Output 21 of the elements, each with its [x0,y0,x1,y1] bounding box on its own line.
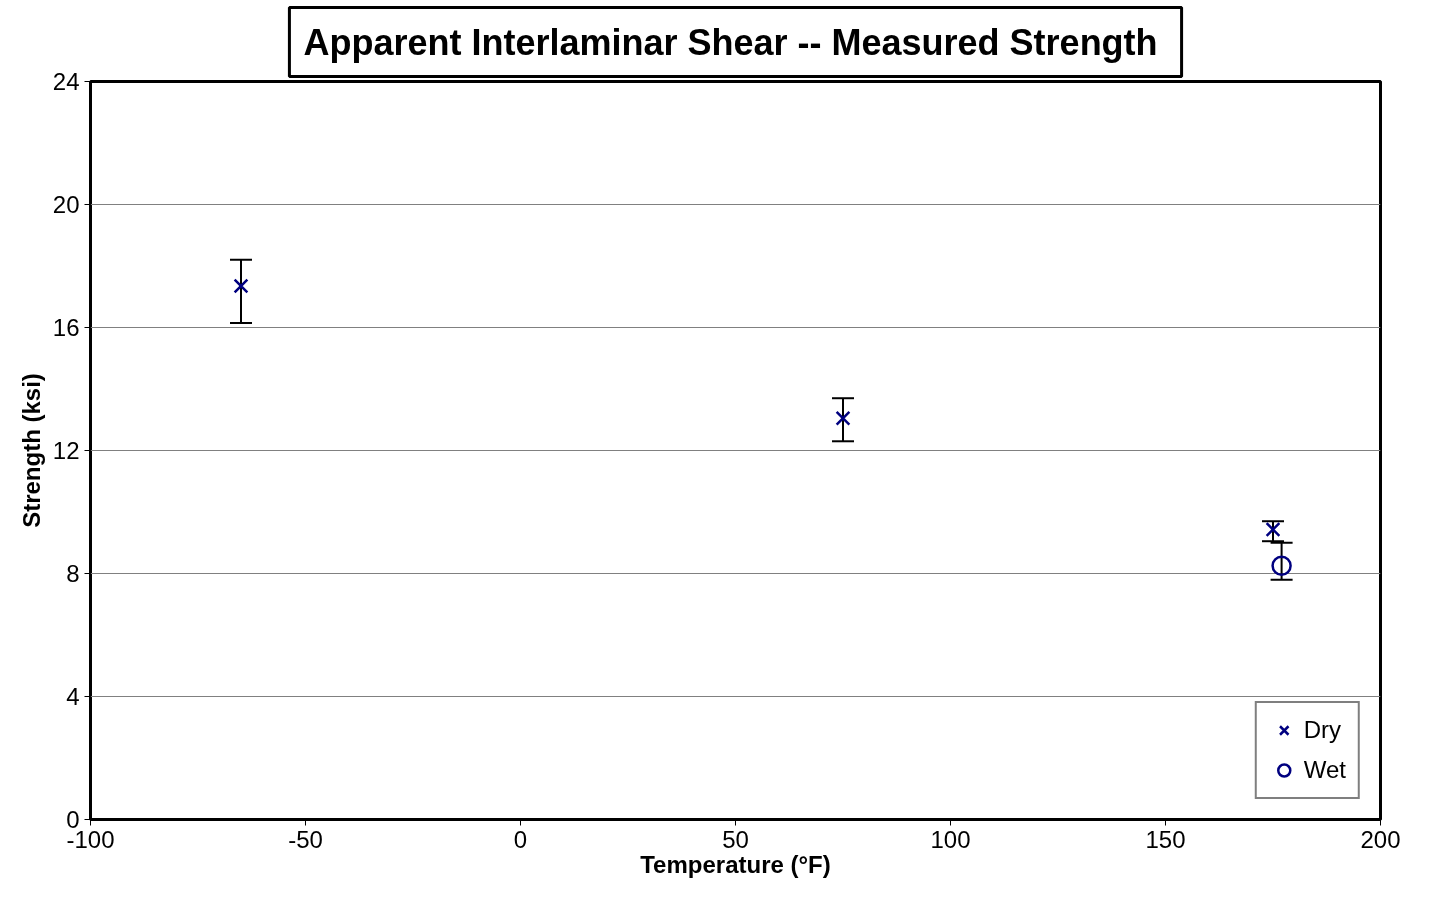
y-tick-label: 8 [66,560,80,587]
point [233,278,249,294]
y-tick-label: 16 [52,314,80,341]
x-tick-label: 150 [1145,825,1186,853]
point [835,410,851,426]
point [1265,521,1281,538]
y-tick-label: 24 [52,68,80,95]
y-axis-title: Strength (ksi) [17,373,45,528]
y-tick-label: 20 [52,191,80,218]
point [1271,555,1292,577]
y-tick-label: 4 [66,683,80,710]
x-tick-label: 200 [1360,825,1401,853]
x-tick-label: 0 [513,825,528,853]
legend-label: Dry [1303,716,1342,744]
x-axis-title: Temperature (°F) [640,850,831,878]
y-tick-label: 12 [52,437,80,464]
chart-title: Apparent Interlaminar Shear -- Measured Strength [303,21,1158,63]
x-tick-label: -50 [288,825,323,853]
x-tick-label: 100 [930,825,971,853]
x-tick-label: 50 [722,825,749,853]
legend-label: Wet [1303,756,1346,784]
